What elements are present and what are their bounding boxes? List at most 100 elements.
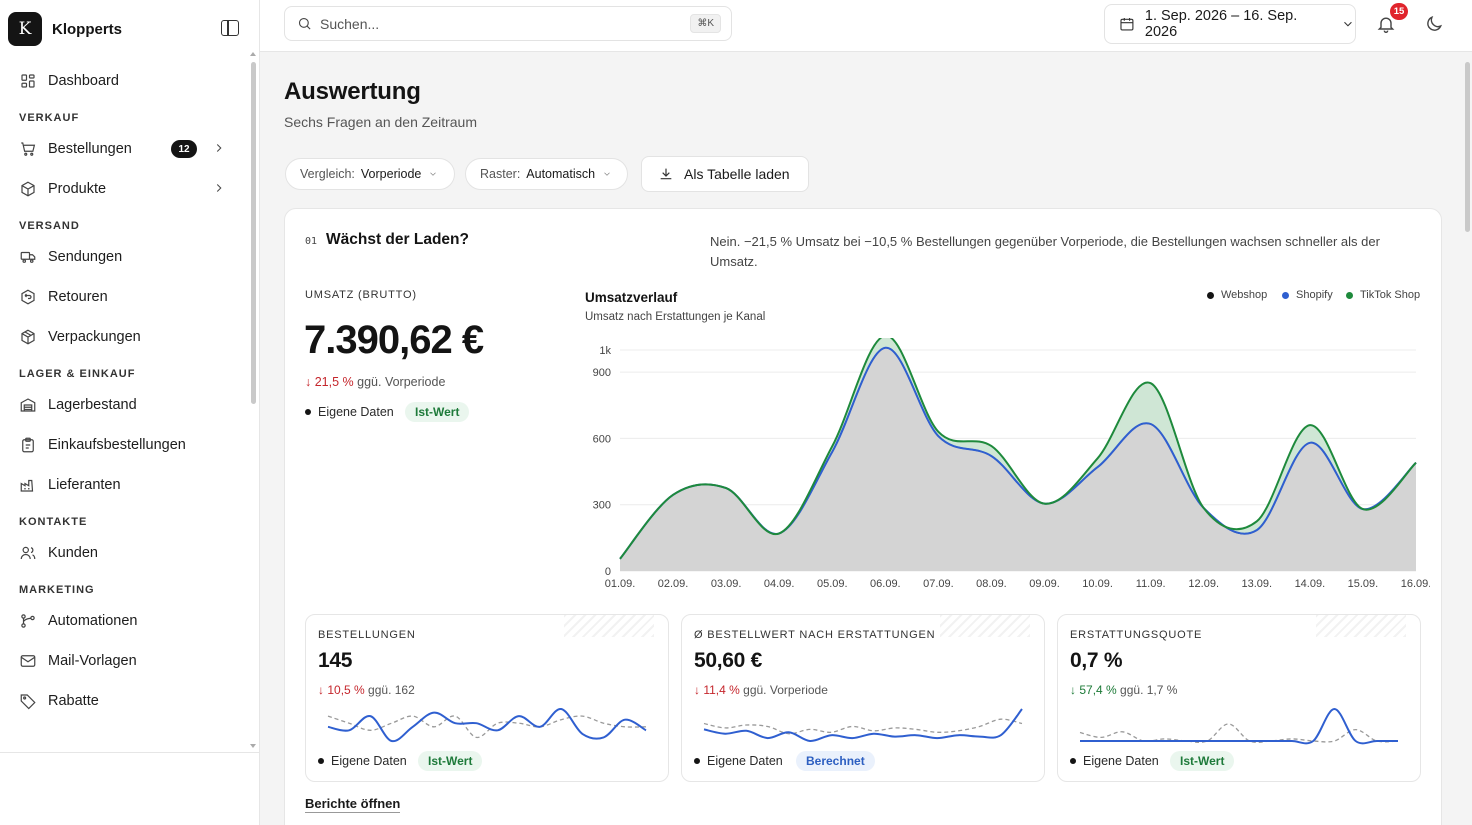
scroll-up-arrow[interactable] — [250, 52, 256, 56]
sparkline-current-period — [327, 708, 647, 743]
sidebar-nav: Dashboard VERKAUF Bestellungen 12 Produkte VE… — [0, 58, 248, 750]
kpi-label: Ø BESTELLWERT NACH ERSTATTUNGEN — [694, 629, 936, 641]
chevron-down-icon — [430, 172, 437, 176]
compare-select[interactable]: Vergleich: Vorperiode — [285, 158, 455, 190]
date-range-picker[interactable]: 1. Sep. 2026 – 16. Sep. 2026 — [1104, 4, 1356, 44]
sidebar-scrollbar[interactable] — [251, 62, 256, 404]
truck-icon — [19, 248, 37, 266]
kpi-value: 50,60 € — [694, 649, 762, 672]
kpi-source: Eigene Daten — [1070, 754, 1159, 768]
revenue-label: UMSATZ (BRUTTO) — [305, 289, 417, 301]
sidebar-item-label: Dashboard — [48, 73, 119, 89]
kpi-delta: ↓ 10,5 % ggü. 162 — [318, 683, 415, 697]
sidebar-item-dashboard[interactable]: Dashboard — [0, 64, 248, 98]
chevron-down-icon — [604, 172, 610, 176]
card-hatch-decoration — [940, 615, 1030, 637]
sidebar-item-bestellungen[interactable]: Bestellungen 12 — [0, 132, 248, 166]
nav-section-kontakte: KONTAKTE — [19, 516, 88, 528]
revenue-delta: ↓ 21,5 % ggü. Vorperiode — [305, 375, 445, 389]
x-tick-label: 11.09. — [1136, 578, 1166, 590]
mail-icon — [19, 652, 37, 670]
revenue-source-label: Eigene Daten — [318, 405, 394, 419]
reports-link[interactable]: Berichte öffnen — [305, 796, 401, 813]
source-dot — [1070, 758, 1076, 764]
kpi-delta: ↓ 11,4 % ggü. Vorperiode — [694, 683, 828, 697]
legend-tiktok[interactable]: TikTok Shop — [1346, 289, 1420, 301]
legend-dot — [1346, 291, 1353, 299]
kpi-card-bestellungen[interactable]: BESTELLUNGEN 145 ↓ 10,5 % ggü. 162 Eigene D… — [305, 614, 669, 782]
kpi-source-label: Eigene Daten — [1083, 754, 1159, 768]
legend-webshop[interactable]: Webshop — [1207, 289, 1267, 301]
kpi-tag: Ist-Wert — [1170, 751, 1235, 771]
date-range-value: 1. Sep. 2026 – 16. Sep. 2026 — [1144, 8, 1298, 40]
scroll-down-arrow[interactable] — [250, 744, 256, 748]
sidebar-item-label: Bestellungen — [48, 141, 132, 157]
search-shortcut: ⌘K — [690, 14, 721, 33]
nav-section-marketing: MARKETING — [19, 584, 95, 596]
search-input[interactable]: Suchen... ⌘K — [284, 6, 732, 41]
sidebar-item-kunden[interactable]: Kunden — [0, 536, 248, 570]
return-box-icon — [19, 288, 37, 306]
x-tick-label: 04.09. — [764, 578, 795, 590]
x-tick-label: 16.09. — [1401, 578, 1430, 590]
sidebar-item-produkte[interactable]: Produkte — [0, 172, 248, 206]
tag-icon — [19, 692, 37, 710]
brand[interactable]: K Klopperts — [0, 0, 259, 58]
main-scrollbar[interactable] — [1465, 62, 1470, 232]
sidebar-item-lagerbestand[interactable]: Lagerbestand — [0, 388, 248, 422]
chevron-right-icon[interactable] — [212, 181, 226, 195]
kpi-card-erstattungsquote[interactable]: ERSTATTUNGSQUOTE 0,7 % ↓ 57,4 % ggü. 1,7 %… — [1057, 614, 1421, 782]
arrow-down-icon: ↓ — [1070, 683, 1076, 697]
sparkline-previous-period — [703, 718, 1023, 735]
question-title: Wächst der Laden? — [326, 231, 469, 248]
x-tick-label: 15.09. — [1348, 578, 1379, 590]
search-placeholder: Suchen... — [320, 15, 380, 32]
x-tick-label: 10.09. — [1082, 578, 1113, 590]
sidebar-item-einkaufsbestellungen[interactable]: Einkaufsbestellungen — [0, 428, 248, 462]
y-tick-label: 0 — [605, 566, 611, 578]
export-table-button[interactable]: Als Tabelle laden — [641, 156, 809, 192]
sidebar-item-mail-vorlagen[interactable]: Mail-Vorlagen — [0, 644, 248, 678]
chart-subtitle: Umsatz nach Erstattungen je Kanal — [585, 311, 766, 323]
sidebar-item-verpackungen[interactable]: Verpackungen — [0, 320, 248, 354]
x-tick-label: 09.09. — [1029, 578, 1060, 590]
sidebar-item-lieferanten[interactable]: Lieferanten — [0, 468, 248, 502]
sidebar-item-retouren[interactable]: Retouren — [0, 280, 248, 314]
sidebar-item-sendungen[interactable]: Sendungen — [0, 240, 248, 274]
sidebar-item-label: Lagerbestand — [48, 397, 137, 413]
x-tick-label: 13.09. — [1242, 578, 1273, 590]
chart-title: Umsatzverlauf — [585, 290, 678, 305]
grid-select[interactable]: Raster: Automatisch — [465, 158, 628, 190]
card-hatch-decoration — [564, 615, 654, 637]
nav-section-versand: VERSAND — [19, 220, 80, 232]
sidebar-item-label: Sendungen — [48, 249, 123, 265]
sidebar-item-rabatte[interactable]: Rabatte — [0, 684, 248, 718]
legend-shopify[interactable]: Shopify — [1282, 289, 1333, 301]
x-tick-label: 08.09. — [976, 578, 1007, 590]
factory-icon — [19, 476, 37, 494]
arrow-down-icon: ↓ — [694, 683, 700, 697]
kpi-label: BESTELLUNGEN — [318, 629, 416, 641]
sidebar-item-label: Verpackungen — [48, 329, 141, 345]
x-tick-label: 05.09. — [817, 578, 848, 590]
x-tick-label: 14.09. — [1295, 578, 1326, 590]
kpi-card-bestellwert-nach-erstattungen[interactable]: Ø BESTELLWERT NACH ERSTATTUNGEN 50,60 € ↓ … — [681, 614, 1045, 782]
kpi-tag: Ist-Wert — [418, 751, 483, 771]
revenue-value: 7.390,62 € — [304, 318, 484, 362]
sidebar-item-label: Einkaufsbestellungen — [48, 437, 186, 453]
arrow-down-icon: ↓ — [305, 375, 312, 389]
y-tick-label: 900 — [593, 367, 611, 379]
notifications-button[interactable] — [1376, 14, 1396, 34]
revenue-chart[interactable]: 0 300 600 900 1k 01.09. 02.09. 03.09. 04.09. 05.0… — [580, 338, 1430, 598]
chevron-right-icon[interactable] — [212, 141, 226, 155]
theme-toggle-button[interactable] — [1424, 14, 1444, 34]
sidebar-toggle-icon[interactable] — [221, 20, 239, 36]
kpi-sparkline — [703, 708, 1023, 743]
sidebar-item-label: Produkte — [48, 181, 107, 197]
y-tick-label: 600 — [593, 433, 611, 445]
sidebar-item-automationen[interactable]: Automationen — [0, 604, 248, 638]
revenue-delta-value: 21,5 % — [314, 375, 354, 389]
question-answer: Nein. −21,5 % Umsatz bei −10,5 % Bestell… — [710, 234, 1380, 269]
sidebar: K Klopperts Dashboard VERKAUF Bestellungen… — [0, 0, 260, 825]
download-icon — [660, 168, 672, 180]
